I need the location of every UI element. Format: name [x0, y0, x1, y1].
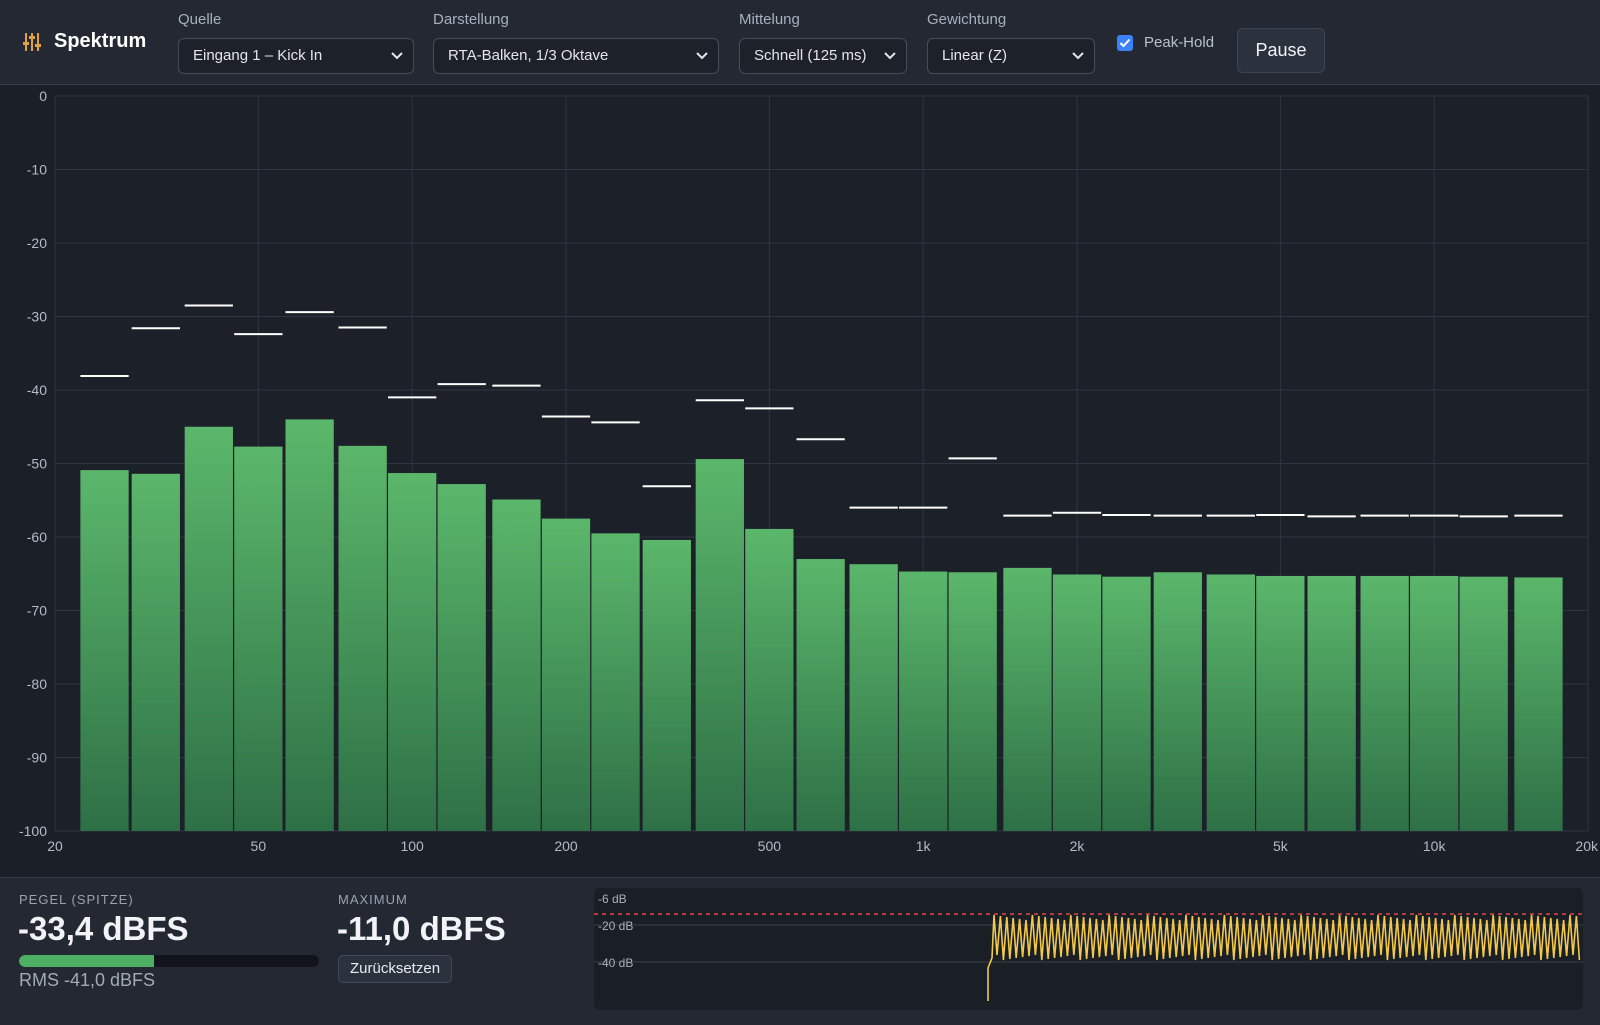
- display-label: Darstellung: [433, 11, 509, 28]
- y-tick-label: -90: [27, 750, 47, 766]
- equalizer-icon: [23, 32, 41, 51]
- history-line: [987, 914, 1581, 1001]
- weighting-value: Linear (Z): [942, 47, 1008, 64]
- x-tick-label: 1k: [916, 838, 932, 854]
- spectrum-bar: [234, 446, 283, 831]
- y-tick-label: -100: [19, 823, 47, 839]
- spectrum-bar: [899, 571, 948, 831]
- history-label-40db: -40 dB: [598, 956, 633, 970]
- y-tick-label: 0: [39, 88, 47, 104]
- app-title: Spektrum: [54, 30, 147, 52]
- y-tick-label: -60: [27, 529, 47, 545]
- spectrum-bar: [1206, 574, 1255, 831]
- spectrum-bar: [1102, 576, 1151, 831]
- spectrum-bar: [541, 518, 591, 831]
- x-tick-label: 2k: [1070, 838, 1086, 854]
- toolbar: Spektrum Quelle Eingang 1 – Kick In Dars…: [0, 0, 1600, 85]
- x-tick-label: 200: [554, 838, 578, 854]
- source-field: Quelle Eingang 1 – Kick In: [178, 11, 414, 74]
- y-axis: 0 -10 -20 -30 -40 -50 -60 -70 -80 -90 -100: [19, 88, 47, 839]
- averaging-field: Mittelung Schnell (125 ms): [739, 11, 907, 74]
- peak-level-bar: [19, 955, 319, 967]
- weighting-field: Gewichtung Linear (Z): [927, 11, 1095, 74]
- level-history-graph: -6 dB -20 dB -40 dB: [594, 892, 1583, 1001]
- peak-meter-value: -33,4 dBFS: [18, 910, 189, 947]
- spectrum-bar: [642, 539, 691, 831]
- spectrum-bar: [492, 499, 541, 831]
- spectrum-bar: [388, 473, 437, 831]
- source-label: Quelle: [178, 11, 222, 28]
- chevron-down-icon: [884, 52, 896, 60]
- bar-series: [80, 419, 1563, 831]
- spectrum-bar: [591, 533, 640, 831]
- display-select[interactable]: RTA-Balken, 1/3 Oktave: [433, 38, 719, 74]
- spectrum-bar: [1360, 575, 1409, 831]
- y-tick-label: -30: [27, 309, 47, 325]
- spectrum-bar: [1514, 577, 1563, 831]
- source-select[interactable]: Eingang 1 – Kick In: [178, 38, 414, 74]
- peak-series: [80, 304, 1563, 518]
- averaging-label: Mittelung: [739, 11, 800, 28]
- x-tick-label: 50: [251, 838, 267, 854]
- y-tick-label: -70: [27, 603, 47, 619]
- rms-value: RMS -41,0 dBFS: [19, 970, 156, 990]
- weighting-select[interactable]: Linear (Z): [927, 38, 1095, 74]
- x-axis: 20 50 100 200 500 1k 2k 5k 10k 20k: [47, 838, 1599, 854]
- spectrum-bar: [1307, 575, 1356, 831]
- display-value: RTA-Balken, 1/3 Oktave: [448, 47, 609, 64]
- history-label-20db: -20 dB: [598, 919, 633, 933]
- averaging-value: Schnell (125 ms): [754, 47, 867, 64]
- x-tick-label: 10k: [1423, 838, 1447, 854]
- spectrum-bar: [1459, 576, 1508, 831]
- spectrum-bar: [80, 470, 129, 831]
- y-tick-label: -10: [27, 162, 47, 178]
- display-field: Darstellung RTA-Balken, 1/3 Oktave: [433, 11, 719, 74]
- spectrum-bar: [796, 559, 845, 831]
- spectrum-bar: [1003, 567, 1052, 831]
- averaging-select[interactable]: Schnell (125 ms): [739, 38, 907, 74]
- peak-meter-label: PEGEL (SPITZE): [19, 892, 134, 907]
- x-tick-label: 20: [47, 838, 63, 854]
- y-tick-label: -20: [27, 235, 47, 251]
- source-value: Eingang 1 – Kick In: [193, 47, 323, 64]
- peak-hold-toggle[interactable]: Peak-Hold: [1117, 34, 1214, 51]
- spectrum-bar: [695, 459, 744, 831]
- y-tick-label: -50: [27, 456, 47, 472]
- spectrum-bar: [1153, 572, 1202, 831]
- y-tick-label: -80: [27, 676, 47, 692]
- spectrum-chart: 0 -10 -20 -30 -40 -50 -60 -70 -80 -90 -100 20 50 100…: [19, 88, 1599, 854]
- spectrum-bar: [948, 572, 997, 831]
- reset-button[interactable]: Zurücksetzen: [338, 955, 453, 983]
- pause-button[interactable]: Pause: [1237, 28, 1325, 73]
- spectrum-bar: [1410, 575, 1459, 831]
- spectrum-bar: [184, 426, 233, 831]
- spectrum-bar: [437, 484, 486, 831]
- x-tick-label: 20k: [1575, 838, 1599, 854]
- chevron-down-icon: [391, 52, 403, 60]
- chevron-down-icon: [1072, 52, 1084, 60]
- weighting-label: Gewichtung: [927, 11, 1007, 28]
- spectrum-bar: [285, 419, 334, 831]
- x-tick-label: 100: [400, 838, 424, 854]
- peak-level-fill: [19, 955, 154, 967]
- app-brand: Spektrum: [22, 30, 146, 53]
- spectrum-bar: [1256, 575, 1305, 831]
- max-meter-value: -11,0 dBFS: [337, 910, 506, 947]
- level-history: -6 dB -20 dB -40 dB: [594, 888, 1583, 1010]
- spectrum-bar: [849, 564, 898, 831]
- y-tick-label: -40: [27, 382, 47, 398]
- x-tick-label: 5k: [1273, 838, 1289, 854]
- spectrum-bar: [131, 473, 180, 831]
- x-tick-label: 500: [758, 838, 782, 854]
- peak-hold-checkbox[interactable]: [1117, 34, 1133, 51]
- chevron-down-icon: [696, 52, 708, 60]
- peak-hold-label: Peak-Hold: [1144, 34, 1215, 51]
- history-label-6db: -6 dB: [598, 892, 627, 906]
- checkmark-icon: [1119, 38, 1131, 47]
- spectrum-bar: [1052, 574, 1102, 831]
- spectrum-bar: [338, 445, 387, 831]
- spectrum-bar: [745, 528, 794, 831]
- max-meter-label: MAXIMUM: [338, 892, 408, 907]
